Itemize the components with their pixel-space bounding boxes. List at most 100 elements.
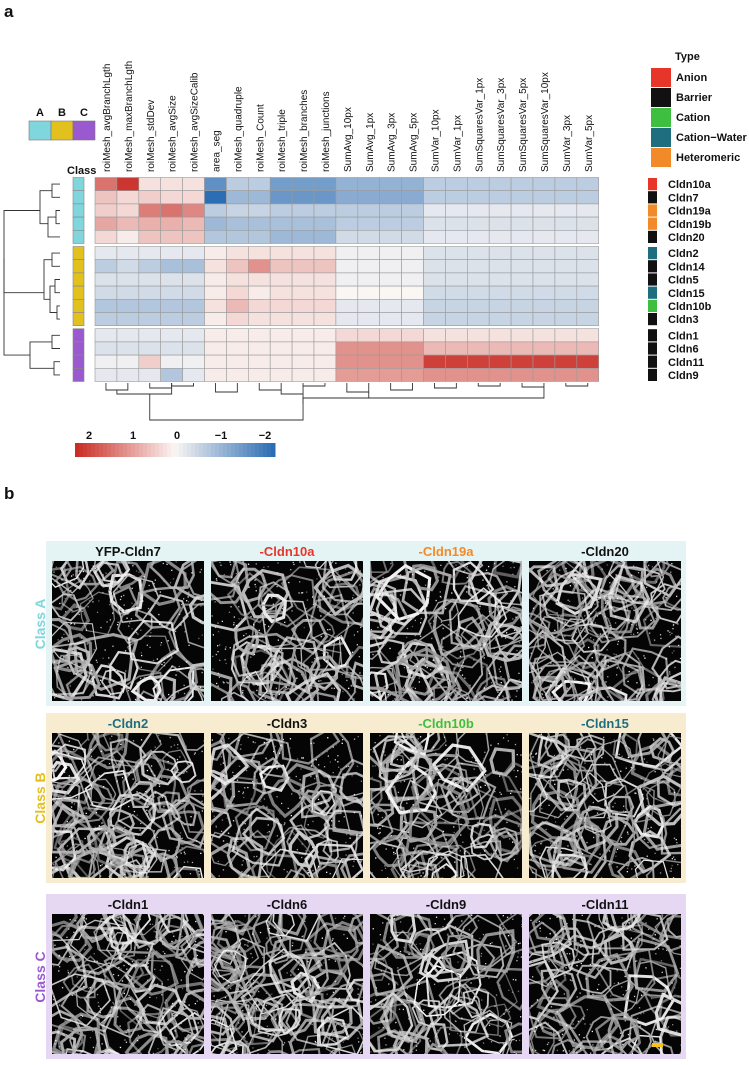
heatmap-cell (269, 230, 293, 244)
row-dendrogram-branch (51, 334, 60, 349)
micrograph-image (529, 914, 681, 1054)
row-dendrogram-branch (54, 279, 60, 294)
micrograph-title: -Cldn3 (266, 716, 308, 731)
heatmap-cell (401, 190, 424, 205)
heatmap-cell (248, 190, 271, 205)
heatmap-cell (554, 177, 578, 191)
heatmap-cell (576, 328, 599, 343)
heatmap-cell (532, 230, 556, 244)
heatmap-cell (466, 328, 490, 343)
micrograph-image (211, 914, 363, 1054)
type-annotation-cell (648, 230, 657, 243)
heatmap-cell (532, 203, 556, 218)
column-label: SumVar_10px (430, 109, 441, 172)
colorbar-segment (139, 443, 144, 457)
heatmap-cell (510, 298, 534, 313)
heatmap-cell (116, 367, 140, 382)
heatmap-cell (291, 341, 315, 356)
column-dendrogram-branch (368, 387, 545, 399)
heatmap-cell (226, 230, 249, 244)
column-label: roiMesh_avgSize (168, 95, 179, 172)
column-dendrogram-branch (434, 383, 457, 389)
type-annotation-cell (648, 260, 657, 273)
heatmap-cell (335, 259, 359, 274)
colorbar-segment (231, 443, 236, 457)
heatmap-cell (182, 285, 205, 300)
heatmap-cell (423, 354, 446, 369)
column-label: SumSquaresVar_3px (496, 78, 507, 172)
heatmap-cell (401, 312, 424, 326)
type-annotation-cell (648, 217, 657, 230)
heatmap-cell (269, 272, 293, 287)
heatmap-cell (248, 312, 271, 326)
colorbar-segment (115, 443, 120, 457)
colorbar-segment (103, 443, 108, 457)
row-dendrogram-branch (3, 258, 30, 356)
heatmap-figure: roiMesh_avgBranchLgth roiMesh_maxBranchLg… (3, 51, 748, 457)
heatmap-cell (466, 246, 490, 260)
class-annotation-cell (72, 216, 85, 231)
heatmap-cell (488, 367, 512, 382)
colorbar-segment (79, 443, 84, 457)
heatmap-cell (226, 177, 249, 191)
heatmap-cell (313, 312, 337, 326)
heatmap-cell (313, 216, 337, 231)
colorbar-segment (243, 443, 248, 457)
micrograph-title: YFP-Cldn7 (95, 544, 161, 559)
heatmap-cell (269, 285, 293, 300)
type-legend-label: Anion (676, 72, 707, 84)
heatmap-cell (379, 367, 402, 382)
heatmap-cell (445, 312, 468, 326)
heatmap-cell (226, 354, 249, 369)
heatmap-cell (423, 216, 446, 231)
colorbar-segment (199, 443, 204, 457)
heatmap-cell (291, 246, 315, 260)
colorbar-segment (179, 443, 184, 457)
heatmap-cell (269, 298, 293, 313)
heatmap-cell (269, 328, 293, 343)
heatmap-cell (182, 259, 205, 274)
micrograph-title: -Cldn2 (107, 716, 149, 731)
heatmap-cell (204, 230, 227, 244)
row-label: Cldn20 (668, 232, 705, 244)
heatmap-cell (532, 328, 556, 343)
heatmap-cell (94, 328, 118, 343)
colorbar-tick-label: −1 (215, 430, 228, 442)
heatmap-cell (401, 285, 424, 300)
column-dendrogram-branch (105, 383, 129, 391)
heatmap-cell (313, 285, 337, 300)
colorbar-segment (91, 443, 96, 457)
class-annotation-cell (72, 246, 85, 260)
heatmap-cell (160, 177, 183, 191)
column-label: SumVar_3px (562, 115, 573, 172)
heatmap-cell (554, 272, 578, 287)
micrograph-image (370, 914, 522, 1054)
colorbar-segment (131, 443, 136, 457)
heatmap-cell (423, 328, 446, 343)
heatmap-cell (204, 354, 227, 369)
column-dendrogram-branch (565, 383, 589, 387)
micrograph-title: -Cldn20 (581, 544, 629, 559)
heatmap-cell (182, 230, 205, 244)
heatmap-cell (116, 190, 140, 205)
heatmap-cell (248, 216, 271, 231)
type-annotation-cell (648, 342, 657, 355)
type-annotation-cell (648, 286, 657, 299)
heatmap-cell (291, 312, 315, 326)
heatmap-cell (269, 312, 293, 326)
heatmap-cell (401, 203, 424, 218)
heatmap-cell (182, 354, 205, 369)
heatmap-cell (445, 298, 468, 313)
colorbar-segment (171, 443, 176, 457)
heatmap-cell (576, 367, 599, 382)
colorbar-segment (163, 443, 168, 457)
heatmap-cell (226, 341, 249, 356)
heatmap-cell (357, 203, 380, 218)
heatmap-cell (554, 312, 578, 326)
heatmap-cell (116, 246, 140, 260)
heatmap-cell (291, 203, 315, 218)
heatmap-cell (554, 341, 578, 356)
micrograph-title: -Cldn9 (425, 897, 467, 912)
row-label: Cldn15 (668, 288, 705, 300)
heatmap-cell (510, 216, 534, 231)
